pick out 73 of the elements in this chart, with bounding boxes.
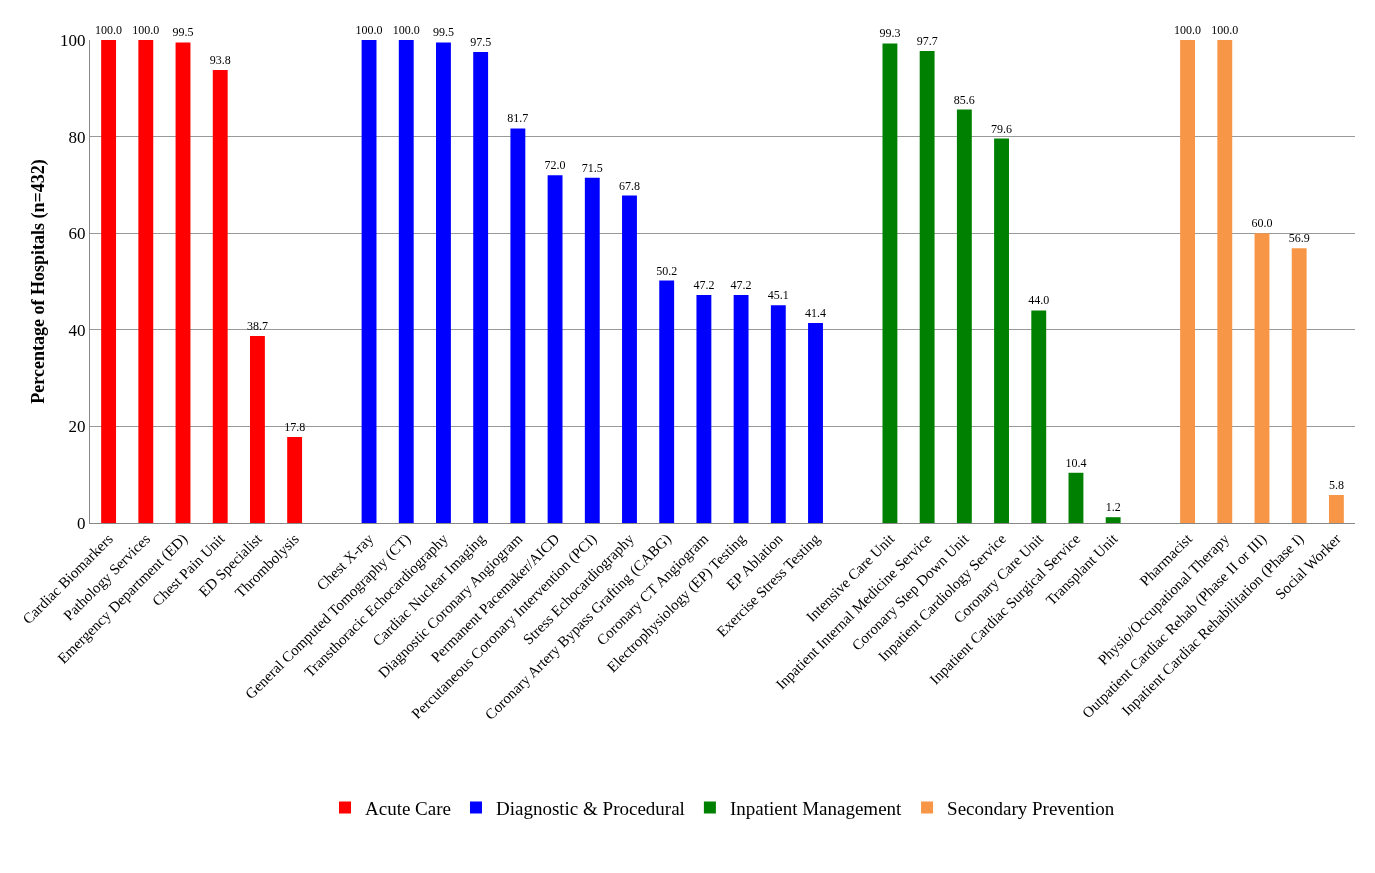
- bar: [1180, 40, 1196, 523]
- data-label: 100.0: [1174, 23, 1202, 37]
- data-label: 56.9: [1288, 231, 1310, 246]
- y-tick-label: 40: [68, 320, 86, 340]
- data-label: 38.7: [246, 319, 268, 334]
- bar: [1068, 472, 1084, 523]
- y-tick-label: 80: [68, 127, 86, 147]
- bar: [473, 52, 489, 523]
- legend-label: Diagnostic & Procedural: [495, 797, 685, 819]
- bar: [101, 40, 117, 523]
- bar: [361, 40, 377, 523]
- y-axis-title: Percentage of Hospitals (n=432): [28, 159, 49, 404]
- bar: [584, 177, 600, 523]
- bar: [547, 175, 563, 523]
- data-label: 99.5: [172, 25, 194, 40]
- data-label: 79.6: [991, 121, 1013, 136]
- y-tick-label: 0: [77, 513, 86, 533]
- y-tick-label: 20: [68, 417, 86, 437]
- data-label: 100.0: [392, 23, 420, 37]
- bar: [994, 138, 1009, 523]
- bar: [436, 42, 451, 523]
- bar: [510, 128, 526, 523]
- bar: [287, 437, 303, 523]
- data-label: 45.1: [767, 288, 789, 303]
- data-label: 1.2: [1105, 500, 1121, 515]
- data-label: 97.5: [470, 35, 492, 50]
- bar: [1031, 310, 1047, 523]
- data-label: 60.0: [1251, 216, 1273, 231]
- bar: [882, 43, 898, 523]
- bar: [808, 323, 823, 523]
- data-label: 100.0: [95, 23, 123, 37]
- data-label: 100.0: [132, 23, 160, 37]
- data-label: 44.0: [1028, 293, 1050, 308]
- bar: [659, 280, 675, 523]
- bar: [212, 69, 228, 523]
- bar: [175, 42, 191, 523]
- y-tick-label: 100: [60, 30, 86, 50]
- legend-label: Secondary Prevention: [947, 797, 1115, 819]
- data-label: 100.0: [1211, 23, 1239, 37]
- data-label: 99.5: [432, 25, 454, 40]
- data-label: 67.8: [618, 178, 640, 193]
- bar: [956, 109, 972, 523]
- bar: [1105, 517, 1121, 523]
- bar: [1254, 233, 1270, 523]
- data-label: 17.8: [284, 420, 306, 435]
- data-label: 81.7: [507, 111, 529, 126]
- data-label: 47.2: [693, 278, 715, 293]
- bar: [398, 40, 414, 523]
- data-label: 50.2: [656, 263, 678, 278]
- bar: [1328, 494, 1344, 523]
- bar: [622, 195, 637, 523]
- data-label: 100.0: [355, 23, 383, 37]
- bar: [138, 40, 154, 523]
- data-label: 85.6: [953, 92, 975, 107]
- bar: [733, 295, 749, 523]
- y-tick-label: 60: [68, 224, 86, 244]
- data-label: 10.4: [1065, 455, 1087, 470]
- data-label: 97.7: [916, 34, 938, 49]
- data-label: 41.4: [805, 306, 827, 321]
- bar: [249, 336, 265, 523]
- bar: [919, 51, 935, 523]
- legend-label: Inpatient Management: [729, 797, 903, 819]
- data-label: 93.8: [209, 52, 231, 67]
- bar: [1217, 40, 1233, 523]
- bar: [1291, 248, 1307, 523]
- data-label: 72.0: [544, 158, 566, 173]
- legend-label: Acute Care: [365, 797, 451, 819]
- data-label: 99.3: [879, 26, 901, 41]
- data-label: 47.2: [730, 278, 752, 293]
- bar: [696, 295, 712, 523]
- data-label: 5.8: [1328, 477, 1344, 492]
- bar: [770, 305, 786, 523]
- data-label: 71.5: [581, 160, 603, 175]
